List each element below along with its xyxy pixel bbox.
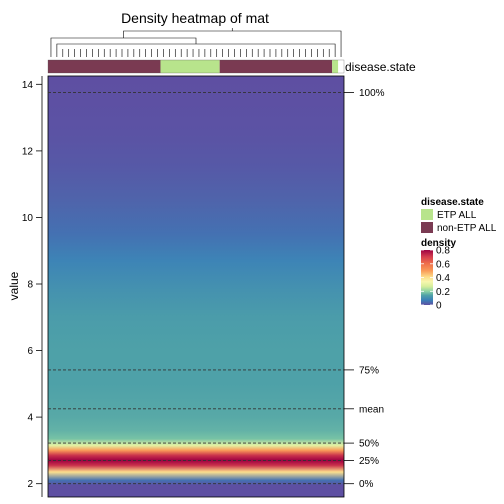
annotation-segment-4 <box>332 60 339 73</box>
quantile-label: 75% <box>359 365 379 376</box>
y-tick-label: 2 <box>27 479 33 490</box>
legend-density-title: density <box>421 238 456 249</box>
quantile-label: 100% <box>359 88 385 99</box>
column-dendrogram <box>50 28 342 57</box>
column-annotation-bar <box>47 59 345 74</box>
annotation-segment-1 <box>48 60 161 73</box>
y-tick-label: 8 <box>27 280 33 291</box>
annotation-bar-label: disease.state <box>345 60 416 74</box>
quantile-label: 25% <box>359 456 379 467</box>
quantile-label: 0% <box>359 479 374 490</box>
legend-swatch <box>421 222 433 233</box>
heatmap-body <box>48 76 344 497</box>
legend-entry-label: non-ETP ALL <box>437 223 497 234</box>
legend-tick-label: 0.8 <box>436 246 450 257</box>
legend: disease.state ETP ALL non-ETP ALL density… <box>421 197 497 312</box>
annotation-segment-3 <box>219 60 333 73</box>
legend-tick-label: 0 <box>436 301 442 312</box>
annotation-bar-border <box>47 59 345 74</box>
legend-annotation-title: disease.state <box>421 197 484 208</box>
legend-tick-label: 0.6 <box>436 259 450 270</box>
legend-annotation-entries: ETP ALL non-ETP ALL <box>421 209 497 234</box>
legend-density-ticks: 0.8 0.6 0.4 0.2 0 <box>421 246 450 312</box>
legend-tick-label: 0.2 <box>436 287 450 298</box>
y-axis-label: value <box>7 271 21 300</box>
dendrogram-branch <box>123 30 342 49</box>
y-tick-label: 10 <box>22 213 34 224</box>
y-tick-label: 12 <box>22 146 34 157</box>
chart-title: Density heatmap of mat <box>121 10 269 26</box>
legend-tick-label: 0.4 <box>436 273 450 284</box>
legend-swatch <box>421 209 433 220</box>
y-tick-label: 6 <box>27 346 33 357</box>
dendrogram-branch <box>50 37 197 49</box>
y-axis-ticks: 2 4 6 8 10 12 14 <box>22 80 42 490</box>
legend-entry-label: ETP ALL <box>437 210 477 221</box>
quantile-label: mean <box>359 404 384 415</box>
heatmap-border <box>47 75 345 498</box>
quantile-label: 50% <box>359 439 379 450</box>
quantile-lines: 100% 75% mean 50% 25% 0% <box>48 88 385 490</box>
dendrogram-branch <box>56 43 336 49</box>
annotation-segment-2 <box>160 60 220 73</box>
y-tick-label: 14 <box>22 80 34 91</box>
y-tick-label: 4 <box>27 413 33 424</box>
